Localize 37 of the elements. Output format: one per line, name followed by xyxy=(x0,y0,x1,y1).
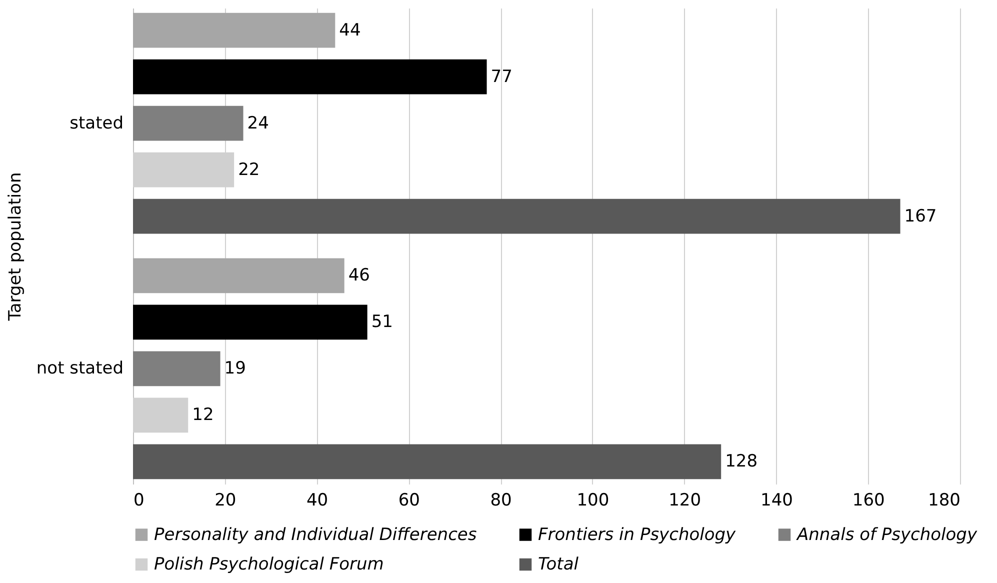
data-label: 19 xyxy=(224,358,246,379)
x-tick-label: 20 xyxy=(214,490,236,510)
data-label: 167 xyxy=(904,206,937,226)
legend-label: Total xyxy=(538,554,579,574)
bar xyxy=(133,304,368,340)
legend-label: Frontiers in Psychology xyxy=(538,524,737,545)
legend-label: Polish Psychological Forum xyxy=(154,554,384,574)
y-axis-title: Target population xyxy=(5,172,26,322)
x-tick-label: 140 xyxy=(760,490,793,510)
data-label: 12 xyxy=(192,405,214,426)
x-tick-label: 180 xyxy=(928,490,960,510)
data-label: 44 xyxy=(339,20,361,40)
y-tick-label: stated xyxy=(70,113,124,134)
x-tick-label: 100 xyxy=(576,490,610,510)
data-label: 24 xyxy=(247,113,269,134)
x-tick-label: 60 xyxy=(398,490,420,510)
x-tick-label: 40 xyxy=(306,490,328,510)
data-label: 22 xyxy=(238,160,260,180)
data-label: 51 xyxy=(371,312,393,332)
legend-label: Annals of Psychology xyxy=(796,524,978,545)
x-tick-label: 160 xyxy=(852,490,885,510)
bar xyxy=(133,198,900,234)
bar xyxy=(133,59,487,94)
legend-label: Personality and Individual Differences xyxy=(154,524,477,545)
bar xyxy=(133,258,344,294)
bar xyxy=(133,398,188,433)
bar xyxy=(133,12,336,48)
data-label: 46 xyxy=(348,266,370,286)
x-tick-label: 120 xyxy=(668,490,702,510)
bar xyxy=(133,106,244,141)
x-tick-label: 80 xyxy=(490,490,512,510)
data-label: 128 xyxy=(725,452,758,472)
data-label: 77 xyxy=(490,66,512,87)
bar xyxy=(133,351,220,386)
x-tick-label: 0 xyxy=(134,490,144,510)
bar xyxy=(133,444,722,480)
y-tick-label: not stated xyxy=(36,358,124,379)
